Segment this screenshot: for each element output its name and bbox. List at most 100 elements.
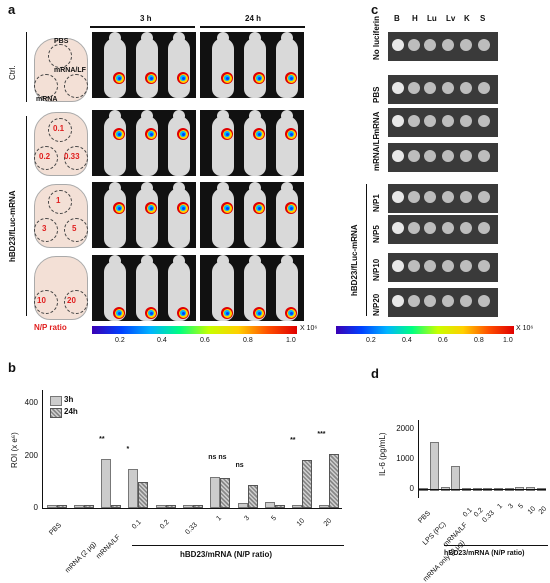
organ-row [388,75,498,104]
legend-label-24h: 24h [64,407,78,416]
signal-spot [149,76,153,80]
organ-image [442,39,454,51]
imaging-panel [200,110,304,176]
plot-area-b: ** * ns ns ns ** *** [42,390,342,508]
mouse-image [136,32,158,98]
signal-spot [257,311,261,315]
y-axis-label-b: ROI (x e⁶) [10,432,19,468]
organ-header: Lv [446,14,456,23]
signal-spot [289,311,293,315]
organ-row [388,215,498,244]
group-bracket-d [444,545,548,546]
organ-image [460,295,472,307]
imaging-panel [92,32,196,98]
colorbar-a [92,326,297,334]
organ-image [424,39,436,51]
colorbar-tick: 0.8 [243,337,253,344]
bar-il6 [526,486,535,491]
colorbar-tick: 1.0 [286,337,296,344]
injection-site-circle [34,218,58,242]
organ-image [408,222,420,234]
mouse-image [136,182,158,248]
x-axis-b [42,508,342,509]
organ-image [408,260,420,272]
bar-3h [155,504,166,508]
signal-spot [149,311,153,315]
mouse-image [212,255,234,321]
organ-image [460,82,472,94]
signal-spot [289,206,293,210]
organ-image [424,82,436,94]
mouse-image [276,182,298,248]
sketch-label: 0.1 [53,124,65,133]
signal-spot [257,132,261,136]
colorbar-tick: 0.4 [402,337,412,344]
row-label: PBS [372,86,381,103]
organ-row [388,184,498,213]
colorbar-unit-a: X 10⁶ [300,325,318,332]
signal-spot [149,132,153,136]
panel-c-label: c [371,2,379,17]
signal-spot [257,76,261,80]
organ-image [478,222,490,234]
injection-site-circle [48,190,72,214]
bar-24h [111,505,122,508]
imaging-panel [200,32,304,98]
organ-image [460,150,472,162]
organ-image [408,150,420,162]
significance-marker: * [126,446,130,454]
signal-spot [257,206,261,210]
colorbar-tick: 0.4 [157,337,167,344]
organ-row [388,108,498,137]
organ-header: K [464,14,470,23]
bar-3h [46,505,57,508]
significance-marker: *** [317,430,326,438]
y-tick-label: 2000 [396,424,414,433]
significance-marker: ns ns [208,454,227,462]
organ-row [388,288,498,317]
organ-image [478,150,490,162]
bar-24h [138,482,149,508]
mouse-image [244,32,266,98]
time-rule-3h [90,26,195,28]
injection-site-circle [48,44,72,68]
organ-image [392,82,404,94]
bar-24h [329,453,340,508]
colorbar-tick: 0.6 [200,337,210,344]
panel-d-label: d [371,366,379,381]
sketch-label: 0.33 [64,152,80,161]
organ-image [392,260,404,272]
y-tick-label: 0 [33,503,38,512]
organ-image [478,39,490,51]
sketch-label: 1 [56,196,61,205]
y-axis-b [42,390,43,508]
organ-image [408,82,420,94]
injection-site-circle [64,74,88,98]
row-label: No luciferin [372,15,381,60]
organ-image [392,295,404,307]
organ-image [478,191,490,203]
organ-image [424,295,436,307]
organ-header: Lu [427,14,437,23]
signal-spot [149,206,153,210]
mouse-image [212,182,234,248]
organ-image [392,39,404,51]
organ-row [388,253,498,282]
mouse-image [212,110,234,176]
time-rule-24h [200,26,305,28]
x-tick-label: PBS [47,521,63,537]
imaging-panel [92,182,196,248]
mouse-image [168,182,190,248]
mouse-image [136,255,158,321]
sketch-label-mrna: mRNA [36,96,58,103]
significance-marker: ** [99,435,105,443]
x-tick-label: 3 [242,514,251,523]
mouse-image [168,110,190,176]
organ-image [408,39,420,51]
bar-3h [319,504,330,508]
organ-image [424,260,436,272]
signal-spot [289,132,293,136]
panel-b-label: b [8,360,16,375]
significance-marker: ** [290,437,296,445]
bar-24h [193,505,203,508]
